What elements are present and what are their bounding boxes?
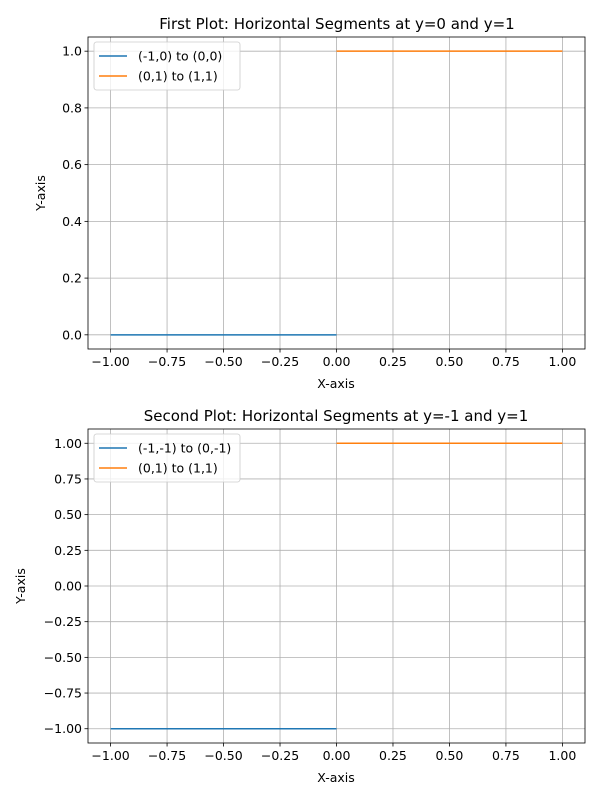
y-tick-label: 0.50 <box>54 507 82 522</box>
y-tick-label: 0.0 <box>62 327 82 342</box>
ticks: −1.00 −0.75 −0.50 −0.25 0.00 0.25 0.50 0.75 1.00… <box>44 436 577 763</box>
plot-title: Second Plot: Horizontal Segments at y=-1… <box>144 407 529 425</box>
axes-frame <box>87 36 586 350</box>
x-tick-label: −0.25 <box>261 748 299 763</box>
x-tick-label: −0.50 <box>204 354 242 369</box>
legend: (-1,0) to (0,0) (0,1) to (1,1) <box>93 41 241 91</box>
x-tick-label: 1.00 <box>548 354 576 369</box>
x-tick-label: −1.00 <box>91 354 129 369</box>
y-axis-label: Y-axis <box>13 568 28 605</box>
y-tick-label: 1.0 <box>62 44 82 59</box>
legend: (-1,-1) to (0,-1) (0,1) to (1,1) <box>93 433 241 483</box>
legend-box <box>93 433 241 483</box>
x-axis-label: X-axis <box>317 770 355 785</box>
legend-label: (0,1) to (1,1) <box>138 461 218 476</box>
plot-second: Second Plot: Horizontal Segments at y=-1… <box>13 407 586 785</box>
x-tick-label: 0.25 <box>379 748 407 763</box>
x-tick-label: 0.25 <box>379 354 407 369</box>
x-tick-label: 0.50 <box>436 748 464 763</box>
y-tick-label: −0.75 <box>44 686 82 701</box>
y-tick-label: 1.00 <box>54 436 82 451</box>
x-tick-label: −0.50 <box>204 748 242 763</box>
x-tick-label: 0.75 <box>492 354 520 369</box>
y-axis-label: Y-axis <box>33 175 48 212</box>
y-tick-label: 0.75 <box>54 471 82 486</box>
y-tick-label: −0.25 <box>44 614 82 629</box>
x-tick-label: 1.00 <box>548 748 576 763</box>
legend-label: (-1,-1) to (0,-1) <box>138 441 231 456</box>
x-tick-label: 0.00 <box>323 748 351 763</box>
x-tick-label: 0.75 <box>492 748 520 763</box>
x-tick-label: 0.00 <box>323 354 351 369</box>
axes-frame <box>87 428 586 744</box>
x-axis-label: X-axis <box>317 376 355 391</box>
y-tick-label: −0.50 <box>44 650 82 665</box>
plot-title: First Plot: Horizontal Segments at y=0 a… <box>159 15 514 33</box>
legend-box <box>93 41 241 91</box>
y-tick-label: 0.2 <box>62 271 82 286</box>
legend-label: (-1,0) to (0,0) <box>138 49 222 64</box>
y-tick-label: 0.25 <box>54 543 82 558</box>
y-tick-label: 0.00 <box>54 579 82 594</box>
plot-first: First Plot: Horizontal Segments at y=0 a… <box>33 15 586 391</box>
y-tick-label: 0.6 <box>62 157 82 172</box>
x-tick-label: 0.50 <box>436 354 464 369</box>
legend-label: (0,1) to (1,1) <box>138 69 218 84</box>
x-tick-label: −0.25 <box>261 354 299 369</box>
x-tick-label: −0.75 <box>148 748 186 763</box>
x-tick-label: −0.75 <box>148 354 186 369</box>
ticks: −1.00 −0.75 −0.50 −0.25 0.00 0.25 0.50 0.75 1.00… <box>62 44 576 369</box>
series-lines <box>110 50 563 336</box>
y-tick-label: −1.00 <box>44 721 82 736</box>
series-lines <box>110 442 563 730</box>
y-tick-label: 0.4 <box>62 214 82 229</box>
y-tick-label: 0.8 <box>62 100 82 115</box>
x-tick-label: −1.00 <box>91 748 129 763</box>
